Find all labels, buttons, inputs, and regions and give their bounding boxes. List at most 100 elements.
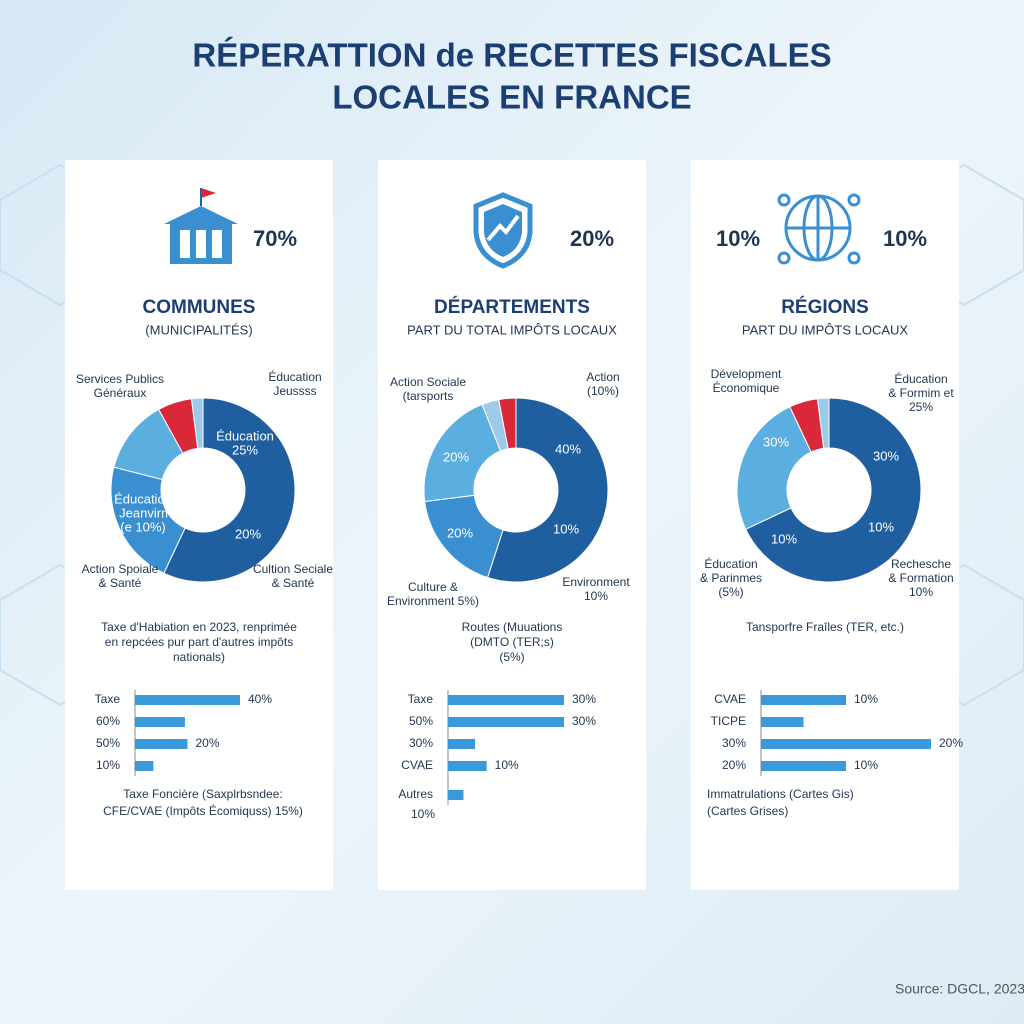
footer-note: CFE/CVAE (Impôts Écomiquss) 15%)	[103, 803, 303, 818]
annotation: 20%	[443, 449, 469, 464]
bar-value-label: 10%	[854, 758, 878, 772]
note: (DMTO (TER;s)	[470, 635, 554, 649]
annotation: (tarsports	[403, 389, 454, 403]
bar	[448, 739, 476, 749]
donut-slice	[190, 397, 204, 449]
note: Tansporfre Fraîles (TER, etc.)	[746, 620, 904, 634]
annotation: 10%	[909, 585, 933, 599]
share-percent: 70%	[253, 226, 297, 251]
annotation: 25%	[909, 400, 933, 414]
note: en repcées pur part d'autres impôts	[105, 635, 293, 649]
bar-category: 60%	[96, 714, 120, 728]
annotation: (5%)	[718, 585, 743, 599]
annotation: Dévelopment	[711, 367, 782, 381]
bar-category: CVAE	[401, 758, 433, 772]
donut-slice	[498, 397, 517, 450]
annotation: Action	[586, 370, 619, 384]
bar-category: 10%	[96, 758, 120, 772]
annotation: 20%	[235, 526, 261, 541]
annotation: 20%	[447, 525, 473, 540]
panel-subheading: PART DU TOTAL IMPÔTS LOCAUX	[407, 322, 617, 337]
bar-category: CVAE	[714, 692, 746, 706]
annotation: Éducation	[894, 371, 947, 386]
annotation: 40%	[555, 441, 581, 456]
bar-category: 30%	[409, 736, 433, 750]
title-line: LOCALES EN FRANCE	[332, 79, 691, 116]
footer-note: 10%	[411, 807, 435, 821]
donut-slice	[486, 397, 609, 583]
annotation: Éducation	[114, 491, 172, 506]
annotation: 30%	[873, 448, 899, 463]
annotation: Cultion Seciale	[253, 562, 333, 576]
annotation: Environment	[562, 575, 630, 589]
bar-value-label: 40%	[248, 692, 272, 706]
donut-slice	[423, 403, 502, 503]
annotation: Action Spoiale	[82, 562, 159, 576]
bar-value-label: 30%	[572, 714, 596, 728]
annotation: Jeussss	[273, 384, 316, 398]
panel	[691, 160, 959, 890]
annotation: & Santé	[99, 576, 142, 590]
bar-value-label: 20%	[196, 736, 220, 750]
donut-slice	[424, 494, 504, 579]
annotation: 10%	[771, 531, 797, 546]
shield-icon	[473, 192, 533, 269]
bar-category: Autres	[398, 787, 433, 801]
footer-note: Immatrulations (Cartes Gis)	[707, 787, 854, 801]
bar-category: Taxe	[408, 692, 434, 706]
annotation: & Santé	[272, 576, 315, 590]
note: Routes (Muuations	[462, 620, 563, 634]
annotation: Éducation	[216, 428, 274, 443]
source: Source: DGCL, 2023	[895, 981, 1024, 997]
annotation: Action Sociale	[390, 375, 466, 389]
bar-value-label: 30%	[572, 692, 596, 706]
annotation: 10%	[584, 589, 608, 603]
donut-slice	[163, 397, 296, 583]
annotation: (e 10%)	[120, 519, 166, 534]
bar-category: 50%	[96, 736, 120, 750]
donut-slice	[736, 406, 812, 530]
annotation: & Formation	[888, 571, 953, 585]
annotation: Environment 5%)	[387, 594, 479, 608]
bar-category: TICPE	[711, 714, 746, 728]
annotation: (10%)	[587, 384, 619, 398]
donut-slice	[110, 466, 186, 574]
note: nationals)	[173, 650, 225, 664]
annotation: & Formim et	[888, 386, 954, 400]
building-icon	[164, 188, 238, 264]
donut-slice	[816, 397, 830, 449]
bar	[761, 739, 931, 749]
footer-note: Taxe Foncière (Saxplrbsndee:	[123, 787, 282, 801]
bar	[761, 717, 804, 727]
panel-heading: COMMUNES	[143, 297, 256, 318]
share-percent: 20%	[570, 226, 614, 251]
bar	[761, 695, 846, 705]
annotation: Culture &	[408, 580, 458, 594]
annotation: Généraux	[94, 386, 147, 400]
bar	[135, 695, 240, 705]
bar-category: 30%	[722, 736, 746, 750]
annotation: Éducation	[268, 369, 321, 384]
note: (5%)	[499, 650, 524, 664]
bar-value-label: 10%	[495, 758, 519, 772]
panel-subheading: (MUNICIPALITÉS)	[145, 322, 252, 337]
annotation: & Parinmes	[700, 571, 762, 585]
annotation: Éducation	[704, 556, 757, 571]
panel-heading: DÉPARTEMENTS	[434, 296, 590, 318]
bar-category: 20%	[722, 758, 746, 772]
bar	[135, 761, 154, 771]
bar-value-label: 20%	[939, 736, 963, 750]
panel	[65, 160, 333, 890]
panel	[378, 160, 646, 890]
bar-category: 50%	[409, 714, 433, 728]
annotation: Économique	[713, 380, 780, 395]
bar	[135, 739, 188, 749]
annotation: Services Publics	[76, 372, 164, 386]
annotation: & Jeanvirme	[107, 505, 179, 520]
annotation: Rechesche	[891, 557, 951, 571]
panel-subheading: PART DU IMPÔTS LOCAUX	[742, 322, 908, 337]
panel-heading: RÉGIONS	[781, 296, 869, 318]
globe-icon	[777, 193, 861, 265]
